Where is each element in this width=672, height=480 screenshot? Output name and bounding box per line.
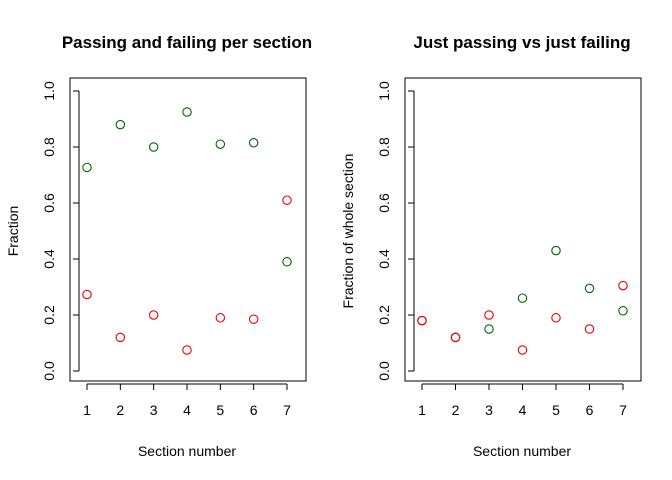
x-tick-label: 3 (485, 402, 493, 418)
data-point (450, 332, 461, 343)
panel-title: Passing and failing per section (62, 33, 312, 52)
data-point (484, 310, 494, 320)
y-axis-label: Fraction (5, 206, 21, 257)
data-point (618, 306, 628, 316)
plot-frame (69, 77, 307, 382)
data-point (584, 283, 595, 294)
y-tick-label: 0.6 (41, 193, 57, 213)
x-tick-label: 2 (116, 402, 124, 418)
data-point (517, 345, 528, 355)
panel-title: Just passing vs just failing (413, 33, 630, 52)
data-point (148, 142, 159, 152)
data-point (182, 345, 192, 355)
x-tick-label: 1 (418, 402, 426, 418)
x-axis-label: Section number (138, 443, 236, 459)
y-tick-label: 0.8 (376, 137, 392, 157)
data-point (115, 119, 126, 130)
data-point (417, 315, 427, 326)
data-point (618, 280, 628, 291)
panel-just-passing-failing: Just passing vs just failing Section num… (340, 33, 642, 459)
y-tick-label: 0.2 (376, 305, 392, 325)
data-point (282, 257, 292, 267)
y-tick-label: 0.4 (41, 249, 57, 269)
data-point (182, 107, 192, 117)
y-tick-label: 0.6 (376, 193, 392, 213)
data-point (215, 313, 226, 323)
x-tick-label: 4 (519, 402, 527, 418)
data-point (584, 324, 595, 334)
x-tick-label: 2 (452, 402, 460, 418)
x-tick-label: 5 (216, 402, 224, 418)
x-tick-label: 6 (586, 402, 594, 418)
x-tick-label: 7 (619, 402, 627, 418)
data-point (82, 289, 92, 300)
data-point (148, 310, 159, 320)
data-point (115, 332, 126, 343)
y-axis-label: Fraction of whole section (340, 154, 356, 309)
x-tick-label: 7 (283, 402, 291, 418)
x-tick-label: 5 (552, 402, 560, 418)
x-tick-label: 4 (183, 402, 191, 418)
data-point (248, 314, 259, 324)
y-tick-label: 1.0 (41, 81, 57, 101)
data-point (517, 293, 528, 303)
plot-frame (404, 77, 642, 382)
data-point (282, 195, 292, 205)
y-tick-label: 0.0 (41, 361, 57, 381)
y-tick-label: 0.4 (376, 249, 392, 269)
x-tick-label: 6 (250, 402, 258, 418)
data-point (82, 162, 92, 173)
data-point (551, 245, 561, 256)
y-tick-label: 1.0 (376, 81, 392, 101)
x-axis-label: Section number (473, 443, 571, 459)
x-tick-label: 3 (150, 402, 158, 418)
y-tick-label: 0.0 (376, 361, 392, 381)
y-tick-label: 0.2 (41, 305, 57, 325)
panel-passing-failing: Passing and failing per section Section … (5, 33, 312, 459)
data-point (484, 324, 494, 334)
y-tick-label: 0.8 (41, 137, 57, 157)
data-point (215, 139, 226, 149)
x-tick-label: 1 (83, 402, 91, 418)
data-point (248, 138, 259, 148)
data-point (551, 313, 561, 323)
